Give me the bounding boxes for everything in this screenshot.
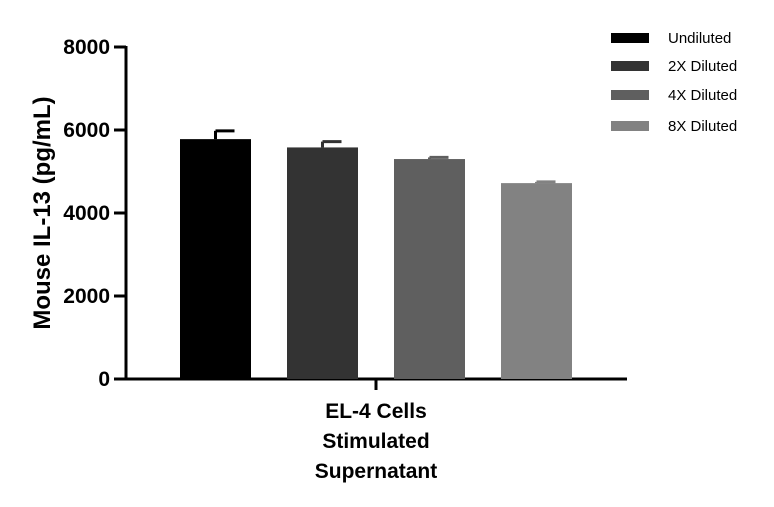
x-axis: EL-4 Cells Stimulated Supernatant: [125, 377, 627, 483]
legend-label: 4X Diluted: [668, 87, 737, 104]
bar-undiluted: [180, 139, 251, 379]
y-tick-label: 8000: [63, 36, 110, 59]
legend: Undiluted 2X Diluted 4X Diluted 8X Diluted: [611, 30, 737, 135]
x-tick-label: EL-4 Cells Stimulated Supernatant: [315, 400, 438, 483]
bar-4x-diluted: [394, 159, 465, 379]
legend-label: 8X Diluted: [668, 118, 737, 135]
y-tick-label: 6000: [63, 119, 110, 142]
y-axis: 0 2000 4000 6000 8000: [63, 36, 128, 391]
y-axis-title: Mouse IL-13 (pg/mL): [29, 96, 56, 329]
y-tick-label: 4000: [63, 202, 110, 225]
legend-label: 2X Diluted: [668, 58, 737, 75]
bar-8x-diluted: [501, 183, 572, 379]
y-tick-label: 0: [98, 368, 110, 391]
bars: [180, 129, 572, 379]
legend-label: Undiluted: [668, 30, 731, 47]
y-tick-label: 2000: [63, 285, 110, 308]
bar-2x-diluted: [287, 147, 358, 379]
legend-swatch: [611, 121, 649, 131]
legend-swatch: [611, 90, 649, 100]
legend-swatch: [611, 33, 649, 43]
legend-swatch: [611, 61, 649, 71]
